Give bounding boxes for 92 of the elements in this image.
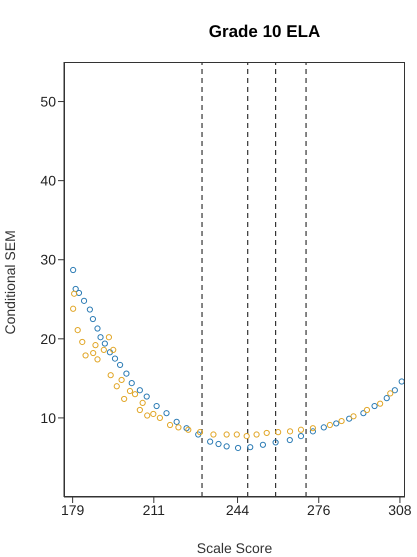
point bbox=[392, 387, 398, 394]
point bbox=[253, 431, 260, 438]
point bbox=[333, 420, 340, 427]
x-tick-label: 211 bbox=[142, 502, 166, 518]
point bbox=[338, 418, 345, 424]
point bbox=[215, 440, 222, 448]
point bbox=[320, 424, 327, 430]
point bbox=[70, 266, 76, 274]
x-tick-label: 179 bbox=[60, 502, 85, 518]
x-tick-label: 276 bbox=[307, 502, 331, 518]
point bbox=[108, 372, 114, 378]
point bbox=[76, 290, 82, 296]
point bbox=[154, 402, 160, 410]
point bbox=[94, 356, 101, 362]
point bbox=[74, 327, 81, 334]
point bbox=[144, 393, 150, 400]
chart-title: Grade 10 ELA bbox=[208, 22, 322, 42]
point bbox=[114, 383, 120, 390]
point bbox=[102, 340, 108, 347]
point bbox=[150, 410, 156, 418]
point bbox=[175, 424, 182, 430]
point bbox=[90, 316, 96, 322]
point bbox=[398, 378, 405, 385]
point bbox=[112, 355, 118, 362]
point bbox=[166, 422, 174, 428]
point bbox=[360, 410, 366, 416]
point bbox=[195, 431, 202, 438]
point bbox=[210, 431, 217, 438]
point bbox=[140, 400, 146, 406]
point bbox=[310, 425, 316, 432]
point bbox=[156, 414, 164, 422]
x-axis-title: Scale Score bbox=[196, 540, 272, 556]
point bbox=[90, 350, 96, 356]
y-axis-title: Conditional SEM bbox=[2, 230, 18, 334]
point bbox=[80, 298, 88, 304]
point bbox=[264, 430, 270, 436]
point bbox=[136, 387, 143, 394]
point bbox=[79, 338, 86, 346]
x-tick-label: 244 bbox=[226, 502, 250, 518]
point bbox=[70, 306, 76, 312]
x-tick-label: 308 bbox=[388, 502, 412, 518]
y-tick-label: 50 bbox=[40, 94, 56, 110]
point bbox=[128, 380, 135, 386]
point bbox=[371, 402, 378, 410]
point bbox=[106, 349, 114, 356]
point bbox=[132, 391, 138, 398]
y-tick-label: 20 bbox=[40, 330, 56, 347]
point bbox=[136, 406, 143, 414]
point bbox=[234, 444, 242, 452]
point bbox=[121, 396, 128, 402]
point bbox=[118, 376, 125, 384]
point bbox=[377, 400, 384, 407]
point bbox=[350, 413, 357, 420]
point bbox=[244, 433, 250, 440]
point bbox=[163, 410, 170, 416]
point bbox=[106, 334, 112, 340]
point bbox=[94, 325, 101, 332]
point bbox=[224, 443, 230, 450]
point bbox=[286, 436, 293, 444]
point bbox=[82, 352, 89, 359]
point bbox=[384, 395, 390, 402]
point bbox=[174, 418, 180, 425]
point bbox=[346, 416, 352, 422]
point bbox=[92, 342, 99, 348]
point bbox=[234, 431, 240, 438]
point bbox=[286, 428, 294, 434]
point bbox=[310, 428, 316, 434]
y-tick-label: 30 bbox=[40, 252, 56, 268]
point bbox=[272, 439, 279, 446]
y-tick-label: 40 bbox=[40, 172, 56, 189]
point bbox=[86, 306, 93, 313]
point bbox=[97, 334, 104, 340]
point bbox=[196, 429, 204, 436]
point bbox=[260, 442, 266, 448]
point bbox=[247, 444, 254, 450]
point bbox=[71, 290, 78, 297]
point bbox=[116, 362, 124, 368]
point bbox=[100, 346, 107, 353]
y-tick-label: 10 bbox=[40, 410, 56, 426]
point bbox=[123, 370, 130, 377]
point bbox=[224, 431, 230, 438]
point bbox=[298, 433, 304, 440]
point bbox=[326, 422, 333, 428]
point bbox=[275, 429, 282, 436]
point bbox=[110, 346, 116, 353]
point bbox=[298, 426, 304, 433]
point bbox=[72, 286, 79, 292]
point bbox=[387, 390, 394, 396]
point bbox=[364, 406, 370, 414]
point bbox=[144, 412, 150, 419]
point bbox=[126, 388, 134, 394]
point bbox=[207, 438, 214, 445]
